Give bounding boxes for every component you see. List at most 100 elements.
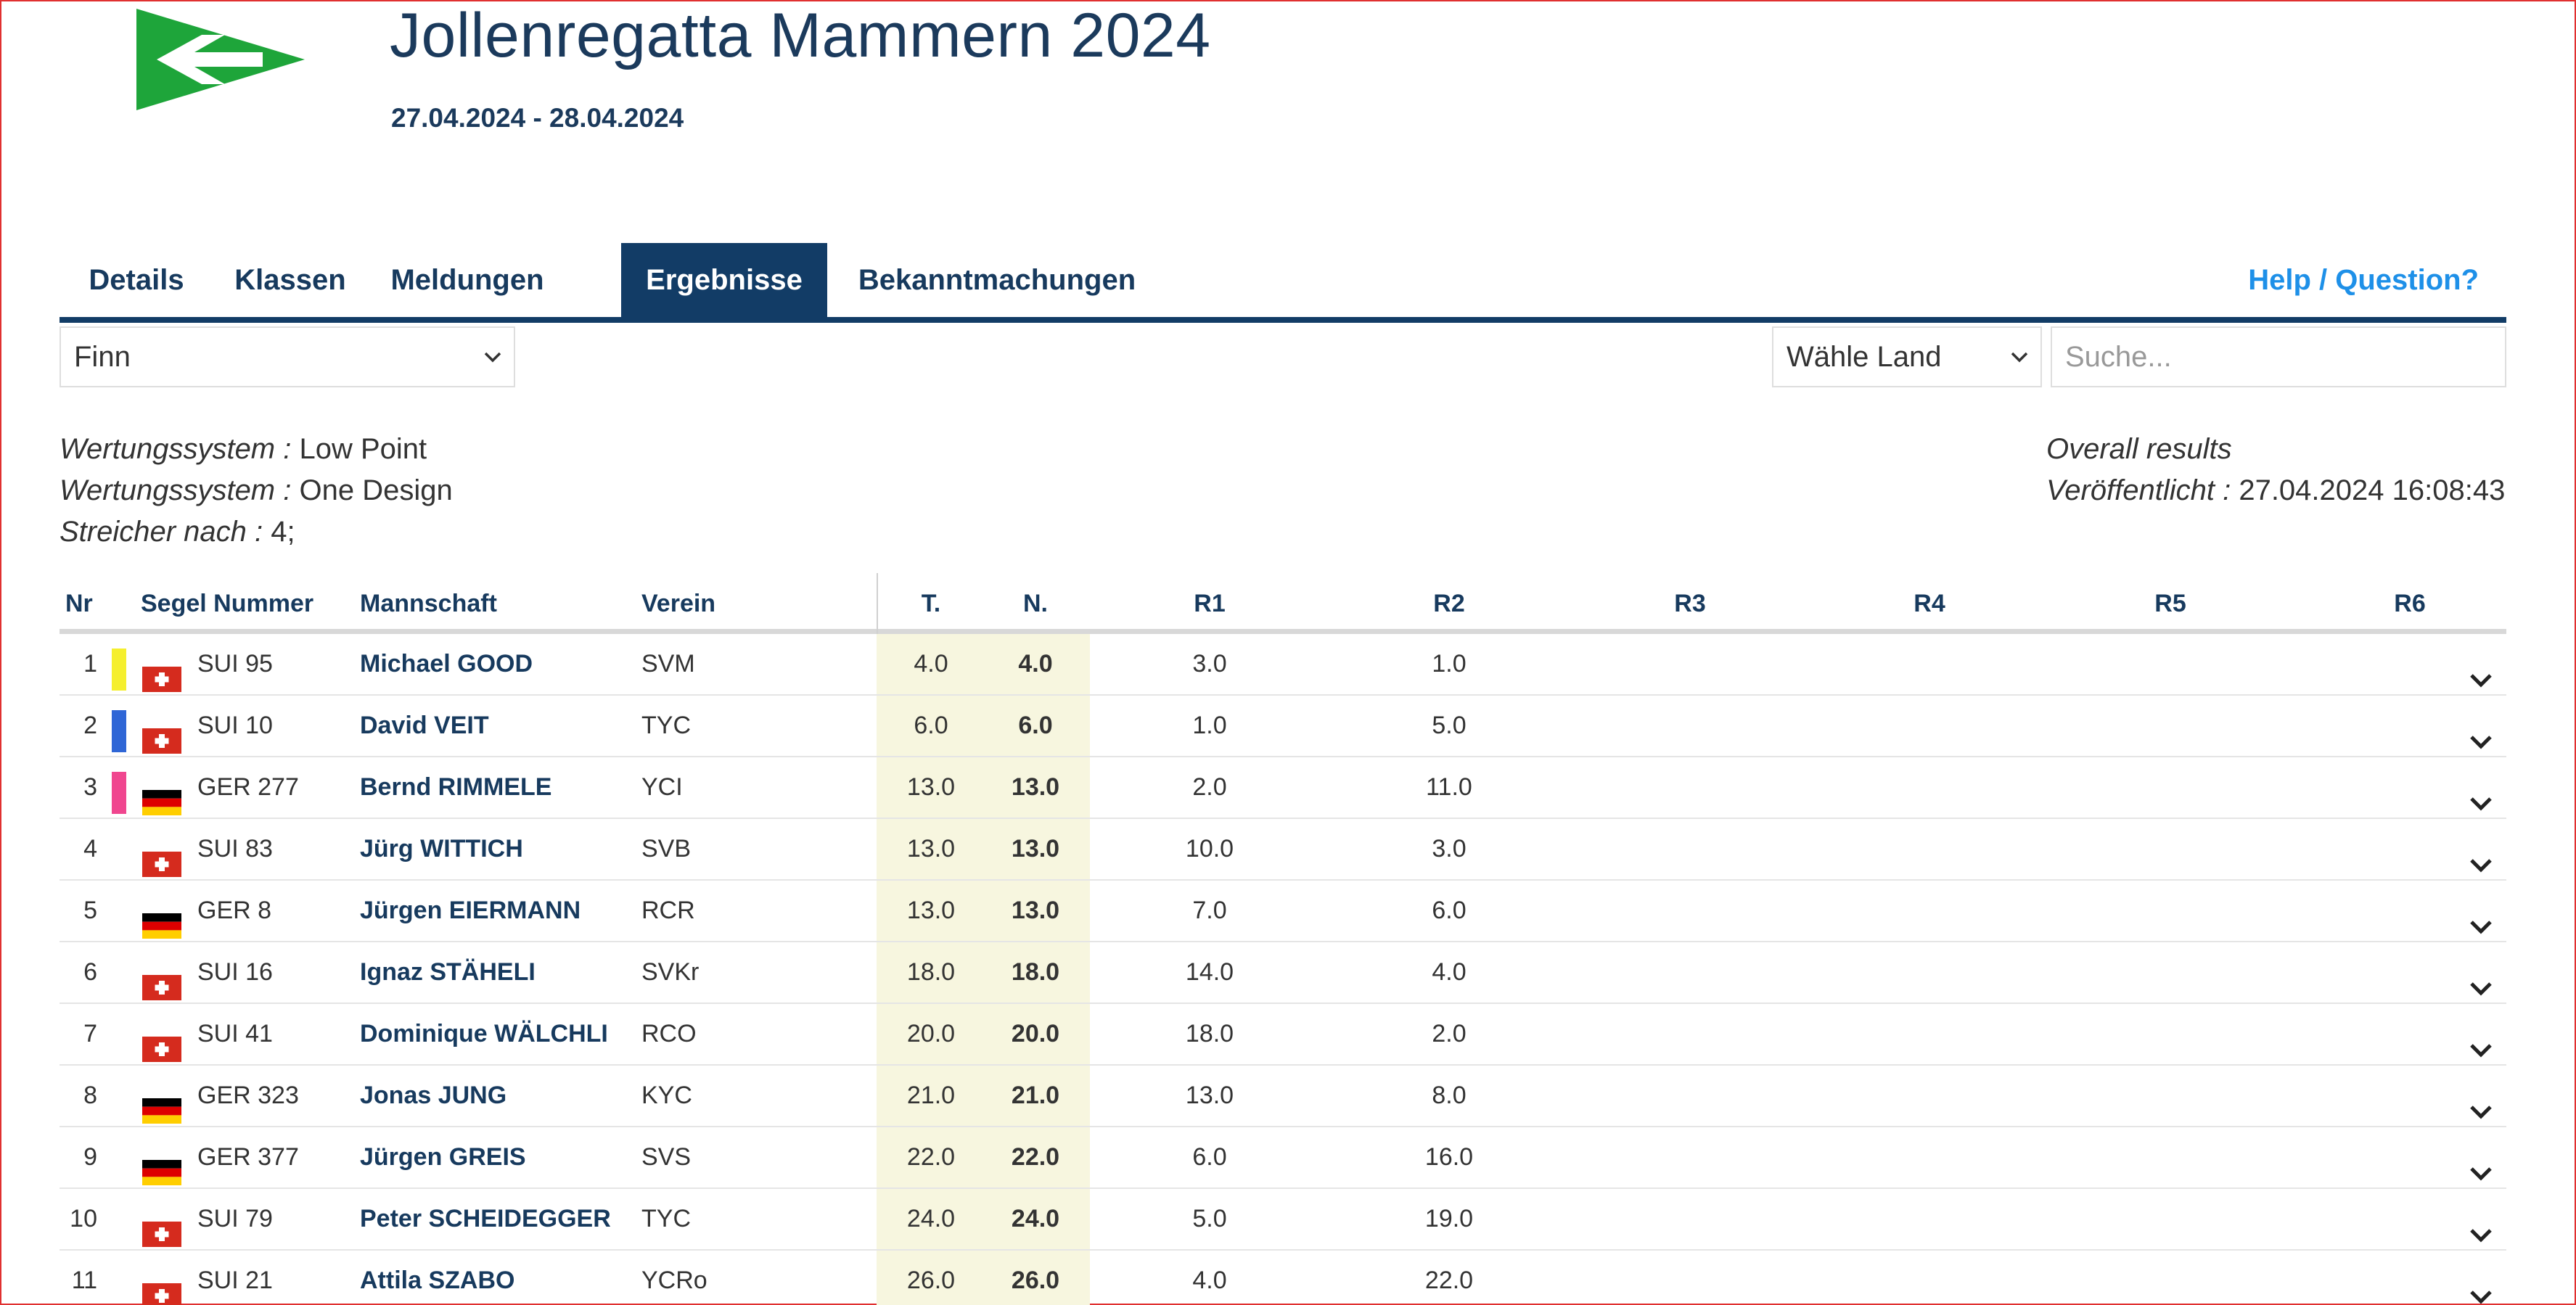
race-1-score: 3.0 — [1192, 650, 1227, 678]
table-row[interactable]: 6 SUI 16 Ignaz STÄHELI SVKr 18.0 18.0 14.0 4.0 — [60, 942, 2506, 1004]
col-total[interactable]: T. — [921, 590, 941, 617]
german-flag-icon — [142, 1086, 181, 1124]
team-name[interactable]: Dominique WÄLCHLI — [360, 1020, 608, 1047]
tab-bar: Details Klassen Meldungen Ergebnisse Bek… — [60, 243, 2506, 323]
col-sail-number[interactable]: Segel Nummer — [141, 590, 314, 617]
total-points: 13.0 — [906, 897, 956, 924]
net-points: 18.0 — [1011, 958, 1060, 986]
medal-marker — [112, 710, 126, 752]
table-row[interactable]: 1 SUI 95 Michael GOOD SVM 4.0 4.0 3.0 1.0 — [60, 634, 2506, 696]
team-name[interactable]: Peter SCHEIDEGGER — [360, 1205, 611, 1232]
table-row[interactable]: 5 GER 8 Jürgen EIERMANN RCR 13.0 13.0 7.0 6.0 — [60, 881, 2506, 942]
team-name[interactable]: Jonas JUNG — [360, 1082, 507, 1109]
regatta-title: Jollenregatta Mammern 2024 — [390, 1, 1211, 70]
chevron-down-icon[interactable] — [2469, 1269, 2493, 1304]
swiss-flag-icon — [142, 654, 181, 692]
discard-info: Streicher nach : 4; — [60, 516, 295, 548]
country-select[interactable]: Wähle Land — [1772, 326, 2042, 387]
team-name[interactable]: Michael GOOD — [360, 650, 533, 678]
tab-bekanntmachungen[interactable]: Bekanntmachungen — [858, 264, 1136, 296]
race-1-score: 13.0 — [1185, 1082, 1234, 1109]
sail-number: SUI 41 — [197, 1020, 273, 1047]
table-row[interactable]: 3 GER 277 Bernd RIMMELE YCI 13.0 13.0 2.0 11.0 — [60, 757, 2506, 819]
col-r4[interactable]: R4 — [1913, 590, 1945, 617]
table-row[interactable]: 7 SUI 41 Dominique WÄLCHLI RCO 20.0 20.0 18.0 2… — [60, 1004, 2506, 1066]
rank: 1 — [83, 650, 97, 678]
team-name[interactable]: Ignaz STÄHELI — [360, 958, 536, 986]
help-link[interactable]: Help / Question? — [2248, 264, 2479, 296]
chevron-down-icon[interactable] — [2469, 838, 2493, 873]
chevron-down-icon[interactable] — [2469, 715, 2493, 749]
col-r6[interactable]: R6 — [2394, 590, 2426, 617]
totals-highlight-column — [877, 634, 1090, 1305]
swiss-flag-icon — [142, 1209, 181, 1247]
tab-ergebnisse[interactable]: Ergebnisse — [621, 243, 827, 317]
sail-number: GER 377 — [197, 1143, 299, 1171]
medal-marker — [112, 1018, 126, 1061]
tab-klassen[interactable]: Klassen — [234, 264, 346, 296]
team-name[interactable]: David VEIT — [360, 712, 489, 739]
col-r5[interactable]: R5 — [2154, 590, 2186, 617]
race-2-score: 22.0 — [1424, 1267, 1474, 1294]
team-name[interactable]: Jürgen GREIS — [360, 1143, 526, 1171]
race-2-score: 6.0 — [1432, 897, 1467, 924]
scoring-info: Wertungssystem : Low Point Wertungssyste… — [60, 429, 453, 553]
net-points: 20.0 — [1011, 1020, 1060, 1047]
team-name[interactable]: Jürgen EIERMANN — [360, 897, 581, 924]
race-1-score: 4.0 — [1192, 1267, 1227, 1294]
class-select[interactable]: Finn — [60, 326, 515, 387]
tab-details[interactable]: Details — [89, 264, 184, 296]
col-nr[interactable]: Nr — [65, 590, 93, 617]
club: RCO — [641, 1020, 697, 1047]
race-1-score: 5.0 — [1192, 1205, 1227, 1232]
total-points: 26.0 — [906, 1267, 956, 1294]
club: RCR — [641, 897, 695, 924]
chevron-down-icon[interactable] — [2469, 1023, 2493, 1058]
total-points: 18.0 — [906, 958, 956, 986]
sail-number: SUI 21 — [197, 1267, 273, 1294]
col-r2[interactable]: R2 — [1433, 590, 1465, 617]
tab-meldungen[interactable]: Meldungen — [390, 264, 544, 296]
race-2-score: 11.0 — [1426, 773, 1472, 801]
chevron-down-icon[interactable] — [2469, 1208, 2493, 1243]
chevron-down-icon[interactable] — [2469, 653, 2493, 688]
rank: 11 — [71, 1267, 97, 1294]
race-1-score: 7.0 — [1192, 897, 1227, 924]
race-1-score: 6.0 — [1192, 1143, 1227, 1171]
medal-marker — [112, 772, 126, 814]
net-points: 13.0 — [1011, 897, 1060, 924]
table-body: 1 SUI 95 Michael GOOD SVM 4.0 4.0 3.0 1.0 2 SUI 1… — [60, 634, 2506, 1305]
club: YCI — [641, 773, 683, 801]
team-name[interactable]: Jürg WITTICH — [360, 835, 523, 863]
search-input[interactable]: Suche... — [2051, 326, 2506, 387]
medal-marker — [112, 1203, 126, 1246]
table-row[interactable]: 8 GER 323 Jonas JUNG KYC 21.0 21.0 13.0 8.0 — [60, 1066, 2506, 1127]
net-points: 13.0 — [1011, 835, 1060, 863]
club: KYC — [641, 1082, 692, 1109]
german-flag-icon — [142, 901, 181, 939]
chevron-down-icon[interactable] — [2469, 961, 2493, 996]
col-r3[interactable]: R3 — [1674, 590, 1706, 617]
table-row[interactable]: 4 SUI 83 Jürg WITTICH SVB 13.0 13.0 10.0 3.0 — [60, 819, 2506, 881]
club: YCRo — [641, 1267, 707, 1294]
overall-results-label: Overall results — [2046, 433, 2232, 465]
chevron-down-icon[interactable] — [2469, 899, 2493, 934]
rank: 2 — [83, 712, 97, 739]
col-net[interactable]: N. — [1023, 590, 1048, 617]
chevron-down-icon[interactable] — [2469, 1084, 2493, 1119]
table-row[interactable]: 2 SUI 10 David VEIT TYC 6.0 6.0 1.0 5.0 — [60, 696, 2506, 757]
race-1-score: 1.0 — [1192, 712, 1227, 739]
col-club[interactable]: Verein — [641, 590, 716, 617]
chevron-down-icon[interactable] — [2469, 776, 2493, 811]
table-row[interactable]: 9 GER 377 Jürgen GREIS SVS 22.0 22.0 6.0 16.0 — [60, 1127, 2506, 1189]
team-name[interactable]: Attila SZABO — [360, 1267, 515, 1294]
table-row[interactable]: 10 SUI 79 Peter SCHEIDEGGER TYC 24.0 24.0 5.0 1… — [60, 1189, 2506, 1251]
chevron-down-icon[interactable] — [2469, 1146, 2493, 1181]
table-row[interactable]: 11 SUI 21 Attila SZABO YCRo 26.0 26.0 4.0 22.0 — [60, 1251, 2506, 1305]
col-team[interactable]: Mannschaft — [360, 590, 497, 617]
sail-number: SUI 79 — [197, 1205, 273, 1232]
sail-number: GER 277 — [197, 773, 299, 801]
team-name[interactable]: Bernd RIMMELE — [360, 773, 552, 801]
publication-info: Overall results Veröffentlicht : 27.04.2… — [2046, 429, 2505, 511]
col-r1[interactable]: R1 — [1194, 590, 1226, 617]
